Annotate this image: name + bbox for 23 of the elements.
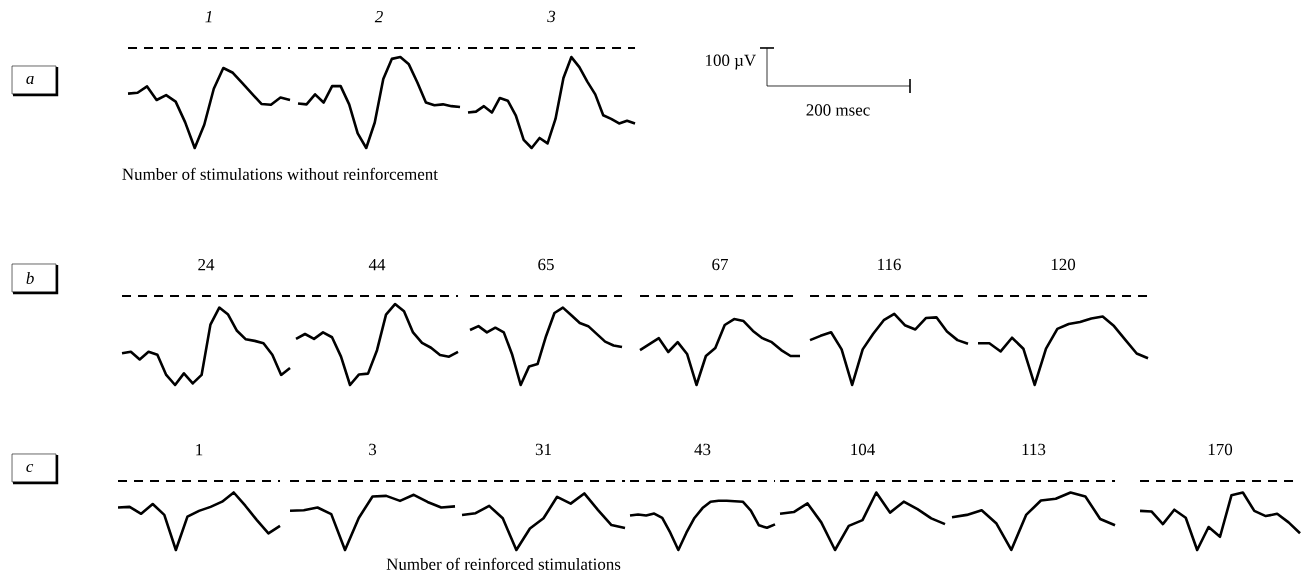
text: a: [26, 75, 34, 85]
chart-title: 1: [196, 443, 203, 456]
chart-title: 3: [369, 443, 377, 456]
chart-title: 65: [538, 258, 554, 271]
text: 200 msec: [806, 104, 870, 116]
chart-title: 44: [368, 259, 386, 271]
text: b: [26, 272, 34, 284]
chart-title: 1: [205, 10, 212, 23]
chart-title: 116: [878, 258, 901, 271]
chart-title: 3: [547, 10, 556, 23]
x-axis-title: Number of reinforced stimulations: [386, 557, 621, 570]
chart-title: 31: [535, 443, 551, 456]
x-axis-title: Number of stimulations without reinforcement: [122, 167, 438, 180]
chart-title: 113: [1022, 443, 1046, 456]
chart-title: 120: [1051, 258, 1076, 271]
text: c: [26, 463, 34, 473]
chart-title: 24: [198, 258, 215, 271]
text: 100 µV: [706, 54, 756, 70]
chart-title: 67: [712, 258, 728, 271]
chart-title: 43: [694, 443, 711, 456]
chart-title: 170: [1208, 443, 1233, 456]
chart-title: 104: [851, 443, 875, 456]
chart-title: 2: [374, 10, 383, 23]
